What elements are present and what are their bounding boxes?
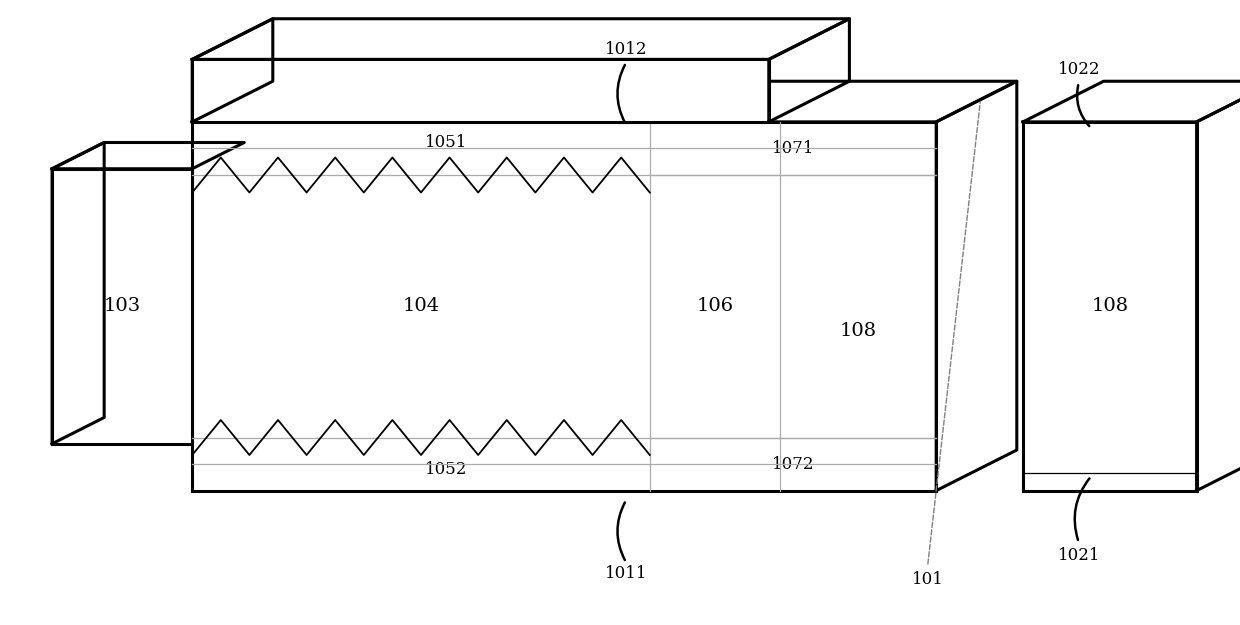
Text: 108: 108 xyxy=(1091,298,1128,315)
Text: 1011: 1011 xyxy=(605,565,647,582)
Text: 104: 104 xyxy=(403,298,439,315)
Polygon shape xyxy=(52,169,192,444)
Text: 1051: 1051 xyxy=(424,134,467,151)
Text: 103: 103 xyxy=(103,298,141,315)
Text: 1052: 1052 xyxy=(424,461,467,479)
Polygon shape xyxy=(192,59,769,122)
Text: 1072: 1072 xyxy=(771,456,815,472)
Text: 108: 108 xyxy=(839,322,877,340)
Text: 1022: 1022 xyxy=(1058,61,1100,79)
Text: 1071: 1071 xyxy=(771,140,815,157)
Text: 1021: 1021 xyxy=(1058,546,1100,564)
Text: 1012: 1012 xyxy=(605,41,647,59)
FancyArrowPatch shape xyxy=(1075,478,1090,540)
FancyArrowPatch shape xyxy=(1078,85,1089,126)
FancyArrowPatch shape xyxy=(618,65,625,122)
Text: 106: 106 xyxy=(697,298,733,315)
Polygon shape xyxy=(1023,122,1197,491)
Text: 101: 101 xyxy=(911,571,944,588)
Polygon shape xyxy=(192,122,936,491)
FancyArrowPatch shape xyxy=(618,503,625,560)
